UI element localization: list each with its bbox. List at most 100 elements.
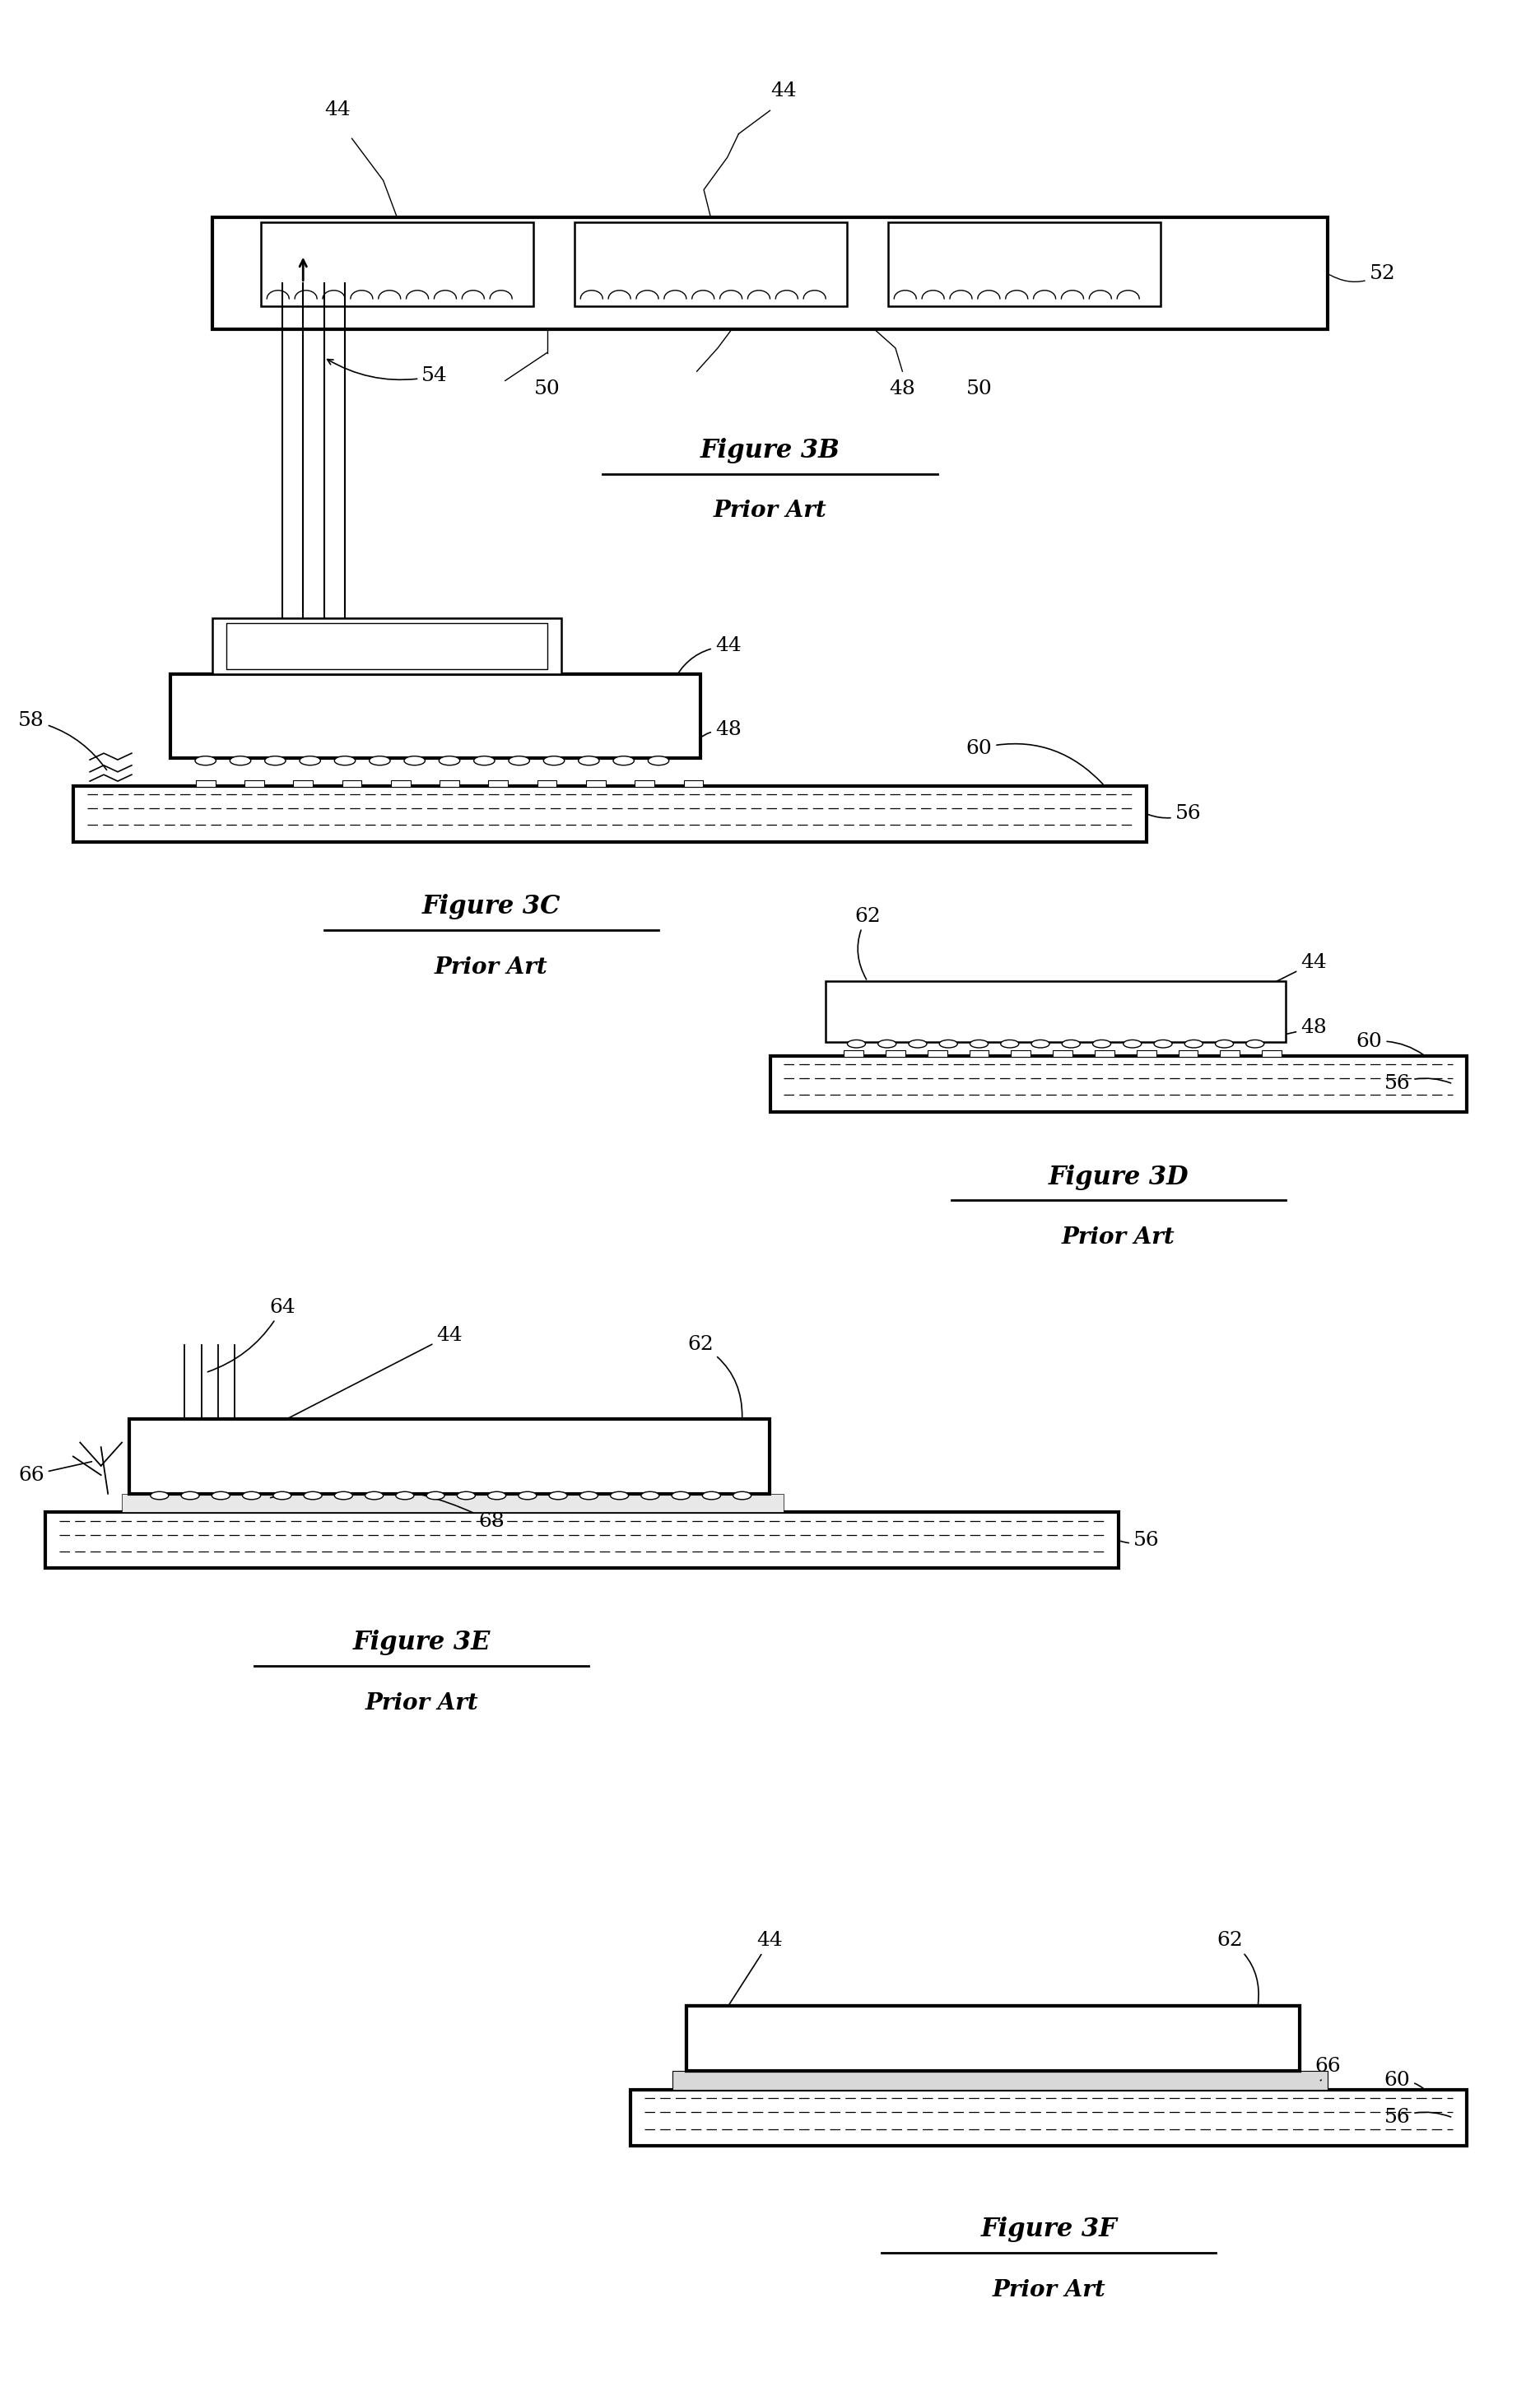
Ellipse shape	[1246, 1041, 1264, 1048]
Ellipse shape	[939, 1041, 958, 1048]
Ellipse shape	[1001, 1041, 1019, 1048]
Ellipse shape	[1123, 1041, 1141, 1048]
Ellipse shape	[613, 755, 634, 765]
Ellipse shape	[242, 1491, 260, 1501]
Text: 58: 58	[18, 712, 106, 769]
Ellipse shape	[970, 1041, 989, 1048]
Ellipse shape	[579, 1491, 598, 1501]
Text: 50: 50	[966, 379, 992, 398]
Text: 44: 44	[325, 100, 351, 119]
Ellipse shape	[847, 1041, 865, 1048]
Bar	[687, 2006, 1300, 2072]
Ellipse shape	[544, 755, 565, 765]
Ellipse shape	[508, 755, 530, 765]
Text: 62: 62	[1217, 1932, 1258, 2003]
Ellipse shape	[396, 1491, 414, 1501]
Ellipse shape	[733, 1491, 752, 1501]
Ellipse shape	[370, 755, 390, 765]
Text: Figure 3D: Figure 3D	[1049, 1165, 1189, 1189]
Ellipse shape	[457, 1491, 476, 1501]
Ellipse shape	[488, 1491, 505, 1501]
Bar	[1137, 1050, 1157, 1058]
Bar	[1012, 1050, 1030, 1058]
Bar	[687, 2006, 1300, 2072]
Ellipse shape	[151, 1491, 168, 1501]
Text: 54: 54	[328, 360, 448, 386]
Ellipse shape	[648, 755, 668, 765]
Bar	[488, 781, 508, 786]
Text: 68: 68	[271, 1486, 504, 1532]
Text: 62: 62	[855, 908, 881, 979]
Bar	[440, 781, 459, 786]
Ellipse shape	[1215, 1041, 1234, 1048]
Ellipse shape	[273, 1491, 291, 1501]
Ellipse shape	[579, 755, 599, 765]
Ellipse shape	[641, 1491, 659, 1501]
Ellipse shape	[439, 755, 460, 765]
Bar	[226, 622, 547, 669]
Text: Prior Art: Prior Art	[1061, 1227, 1175, 1248]
Text: 48: 48	[687, 719, 741, 750]
Bar	[844, 1050, 864, 1058]
Ellipse shape	[909, 1041, 927, 1048]
Text: 48: 48	[889, 379, 915, 398]
Bar	[171, 674, 701, 757]
Text: 56: 56	[1121, 1532, 1160, 1551]
Bar	[1095, 1050, 1115, 1058]
Ellipse shape	[474, 755, 494, 765]
Ellipse shape	[182, 1491, 199, 1501]
Ellipse shape	[1184, 1041, 1203, 1048]
Ellipse shape	[878, 1041, 896, 1048]
Ellipse shape	[1153, 1041, 1172, 1048]
Ellipse shape	[671, 1491, 690, 1501]
Text: 60: 60	[1384, 2070, 1423, 2089]
Bar	[885, 1050, 906, 1058]
Text: 66: 66	[18, 1463, 92, 1484]
Bar	[1261, 1050, 1281, 1058]
Bar	[213, 217, 1327, 329]
Ellipse shape	[300, 755, 320, 765]
Bar	[587, 781, 605, 786]
Text: 44: 44	[1260, 953, 1326, 989]
Bar	[72, 786, 1146, 841]
Text: 44: 44	[673, 636, 741, 681]
Ellipse shape	[365, 1491, 383, 1501]
Ellipse shape	[229, 755, 251, 765]
Bar	[391, 781, 410, 786]
Ellipse shape	[196, 755, 216, 765]
Bar	[342, 781, 362, 786]
Bar	[1178, 1050, 1198, 1058]
Ellipse shape	[334, 755, 356, 765]
Text: 44: 44	[271, 1327, 462, 1427]
Bar	[129, 1420, 770, 1494]
Bar	[770, 1055, 1468, 1112]
Bar	[122, 1494, 784, 1513]
Text: 52: 52	[1329, 264, 1395, 283]
Ellipse shape	[334, 1491, 353, 1501]
Ellipse shape	[702, 1491, 721, 1501]
Text: Figure 3C: Figure 3C	[422, 893, 561, 919]
Text: 62: 62	[687, 1336, 742, 1417]
Text: Prior Art: Prior Art	[992, 2280, 1106, 2301]
Bar	[245, 781, 263, 786]
Ellipse shape	[265, 755, 285, 765]
Text: 60: 60	[966, 738, 1103, 784]
Text: Prior Art: Prior Art	[365, 1691, 479, 1715]
Text: 60: 60	[1357, 1031, 1423, 1055]
Ellipse shape	[427, 1491, 445, 1501]
Bar	[574, 222, 847, 307]
Ellipse shape	[610, 1491, 628, 1501]
Ellipse shape	[1063, 1041, 1080, 1048]
Bar	[673, 2072, 1327, 2089]
Ellipse shape	[550, 1491, 567, 1501]
Text: Figure 3E: Figure 3E	[353, 1629, 490, 1655]
Ellipse shape	[1032, 1041, 1049, 1048]
Ellipse shape	[1093, 1041, 1110, 1048]
Bar	[825, 981, 1286, 1041]
Bar	[1220, 1050, 1240, 1058]
Text: 66: 66	[1315, 2058, 1341, 2079]
Bar	[45, 1513, 1118, 1567]
Text: Figure 3F: Figure 3F	[981, 2218, 1116, 2241]
Ellipse shape	[519, 1491, 536, 1501]
Bar	[634, 781, 654, 786]
